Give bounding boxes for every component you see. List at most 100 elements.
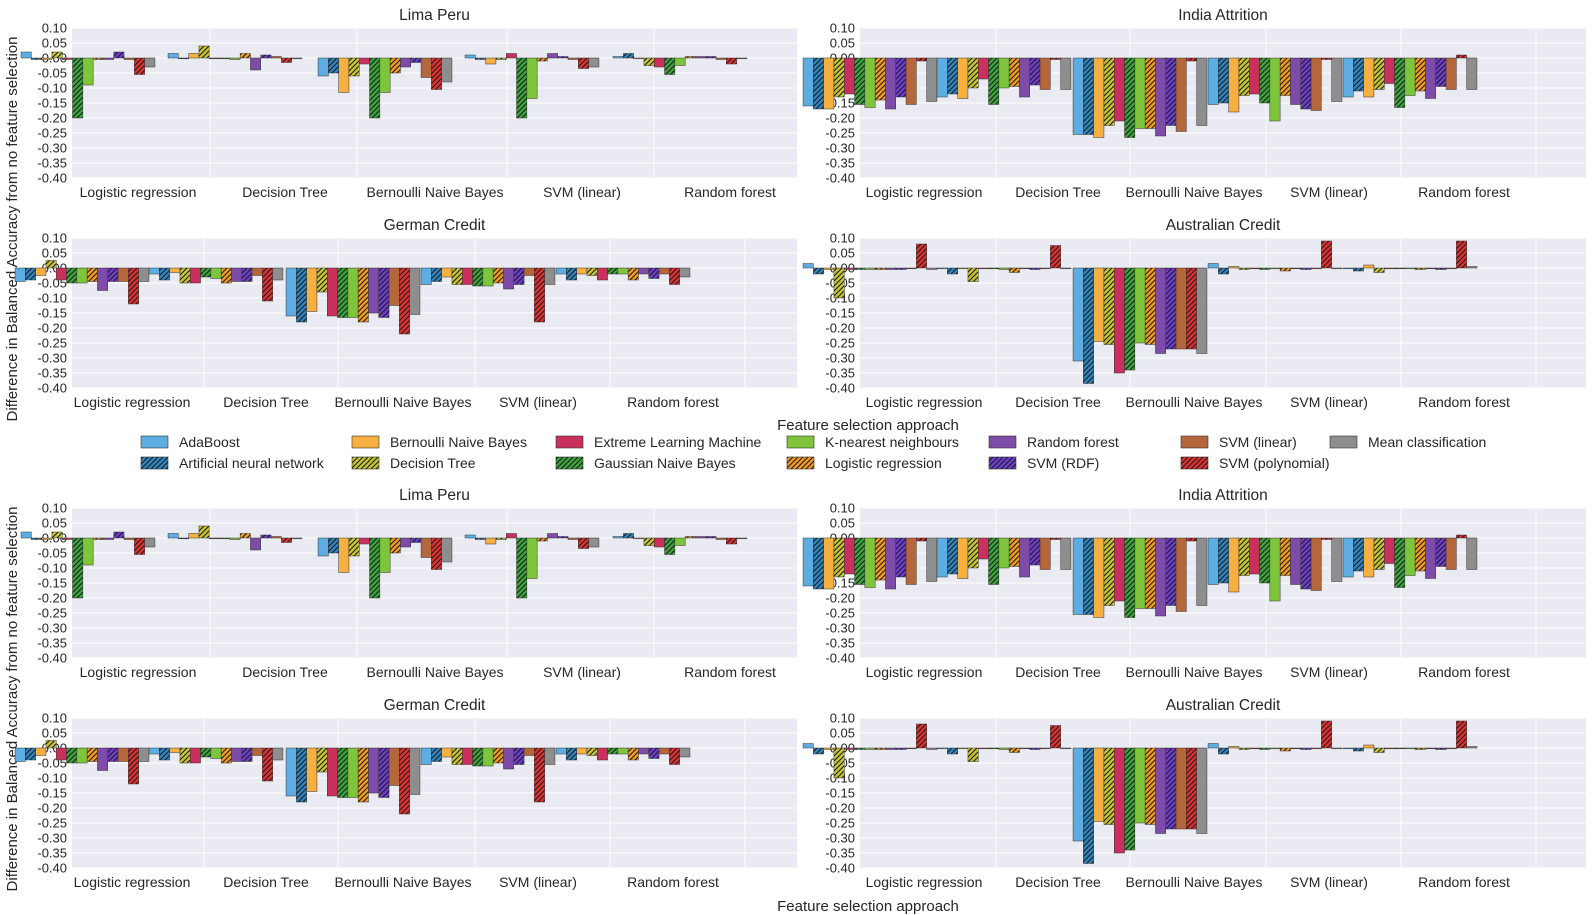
bar	[1155, 57, 1166, 137]
bar	[978, 267, 989, 270]
legend-label: Mean classification	[1368, 434, 1486, 450]
y-tick-label: -0.20	[825, 111, 855, 126]
x-tick-label: Random forest	[1418, 184, 1510, 200]
legend-swatch	[1329, 435, 1358, 449]
legend-swatch-hatch	[787, 457, 814, 469]
y-tick-label: -0.15	[825, 306, 855, 321]
bar	[957, 57, 969, 99]
bar	[1290, 57, 1301, 105]
bar-hatch	[1353, 538, 1364, 571]
bar-hatch	[537, 538, 548, 541]
bar	[1207, 263, 1219, 269]
bar	[251, 267, 263, 276]
bar-hatch	[895, 58, 907, 97]
bar-hatch	[1186, 268, 1197, 349]
y-tick-label: -0.35	[825, 156, 855, 171]
bar-hatch	[1415, 58, 1426, 91]
bar-hatch	[1394, 58, 1405, 108]
bar-hatch	[25, 268, 36, 280]
bar-hatch	[66, 268, 77, 283]
bar-hatch	[72, 58, 83, 118]
bar-hatch	[685, 536, 696, 538]
bar	[802, 263, 814, 269]
bar-hatch	[1029, 268, 1041, 270]
bar-hatch	[178, 538, 189, 539]
bar	[1269, 57, 1281, 122]
y-tick-label: -0.30	[825, 621, 855, 636]
bar	[905, 537, 917, 585]
bar	[658, 267, 670, 275]
bar	[1114, 537, 1125, 602]
bar	[62, 537, 73, 540]
x-tick-label: Decision Tree	[242, 664, 328, 680]
bar	[1019, 537, 1031, 578]
bar-hatch	[475, 538, 486, 540]
y-tick-label: -0.30	[37, 351, 67, 366]
bar	[1196, 57, 1208, 126]
bar-hatch	[1145, 748, 1156, 825]
bar	[462, 267, 473, 285]
bar-hatch	[916, 538, 927, 541]
bar	[82, 537, 94, 566]
bar	[1290, 747, 1301, 750]
bar-hatch	[107, 268, 119, 282]
bar-hatch	[1321, 538, 1332, 540]
bar-hatch	[516, 538, 527, 598]
bar-hatch	[643, 58, 655, 66]
bar-hatch	[134, 538, 145, 555]
bar	[1290, 267, 1301, 270]
bar-hatch	[947, 58, 958, 94]
y-tick-label: -0.30	[37, 621, 67, 636]
bar-hatch	[833, 58, 845, 97]
bar-hatch	[967, 748, 979, 762]
bar-hatch	[399, 748, 410, 814]
legend-swatch	[988, 435, 1017, 449]
bar-hatch	[328, 58, 339, 73]
bar	[1342, 537, 1354, 578]
bar-hatch	[1124, 748, 1135, 850]
bar	[1363, 57, 1375, 98]
y-tick-label: -0.20	[825, 801, 855, 816]
legend-label: Random forest	[1027, 434, 1119, 450]
bar-hatch	[516, 58, 527, 118]
y-tick-label: -0.30	[825, 351, 855, 366]
bar	[250, 57, 261, 71]
bar-hatch	[1456, 721, 1467, 748]
y-tick-label: 0.10	[42, 711, 67, 726]
bar-hatch	[895, 268, 907, 270]
chart-panel: 0.100.050.00-0.05-0.10-0.15-0.20-0.25-0.…	[802, 7, 1586, 200]
bar	[588, 537, 600, 548]
bar	[1196, 747, 1208, 834]
bar	[1039, 267, 1051, 270]
bar-hatch	[1103, 58, 1115, 126]
bar	[1363, 537, 1375, 578]
bar-hatch	[1103, 538, 1115, 606]
bar-hatch	[451, 268, 463, 285]
bar-hatch	[1373, 268, 1385, 273]
bar	[926, 747, 938, 750]
bar-hatch	[316, 748, 328, 772]
bar	[169, 747, 181, 753]
bar-hatch	[705, 56, 717, 58]
bar	[359, 57, 370, 65]
bar	[76, 267, 88, 284]
bar	[978, 57, 989, 80]
bar-hatch	[1300, 538, 1312, 589]
ylabel-bottom: Difference in Balanced Accuracy from no …	[4, 507, 21, 892]
bar	[138, 267, 150, 282]
y-tick-label: -0.15	[37, 786, 67, 801]
bar	[658, 747, 670, 755]
bar	[420, 537, 432, 558]
bar	[1134, 267, 1146, 344]
bar	[210, 747, 222, 759]
bar	[567, 57, 579, 60]
y-tick-label: -0.25	[37, 606, 67, 621]
bar-hatch	[1238, 58, 1250, 96]
bar-hatch	[1009, 58, 1020, 87]
bar-hatch	[947, 268, 958, 274]
bar	[250, 537, 261, 551]
bar	[695, 56, 707, 59]
bar-hatch	[410, 538, 422, 543]
bar	[905, 267, 917, 270]
bar	[97, 747, 108, 771]
